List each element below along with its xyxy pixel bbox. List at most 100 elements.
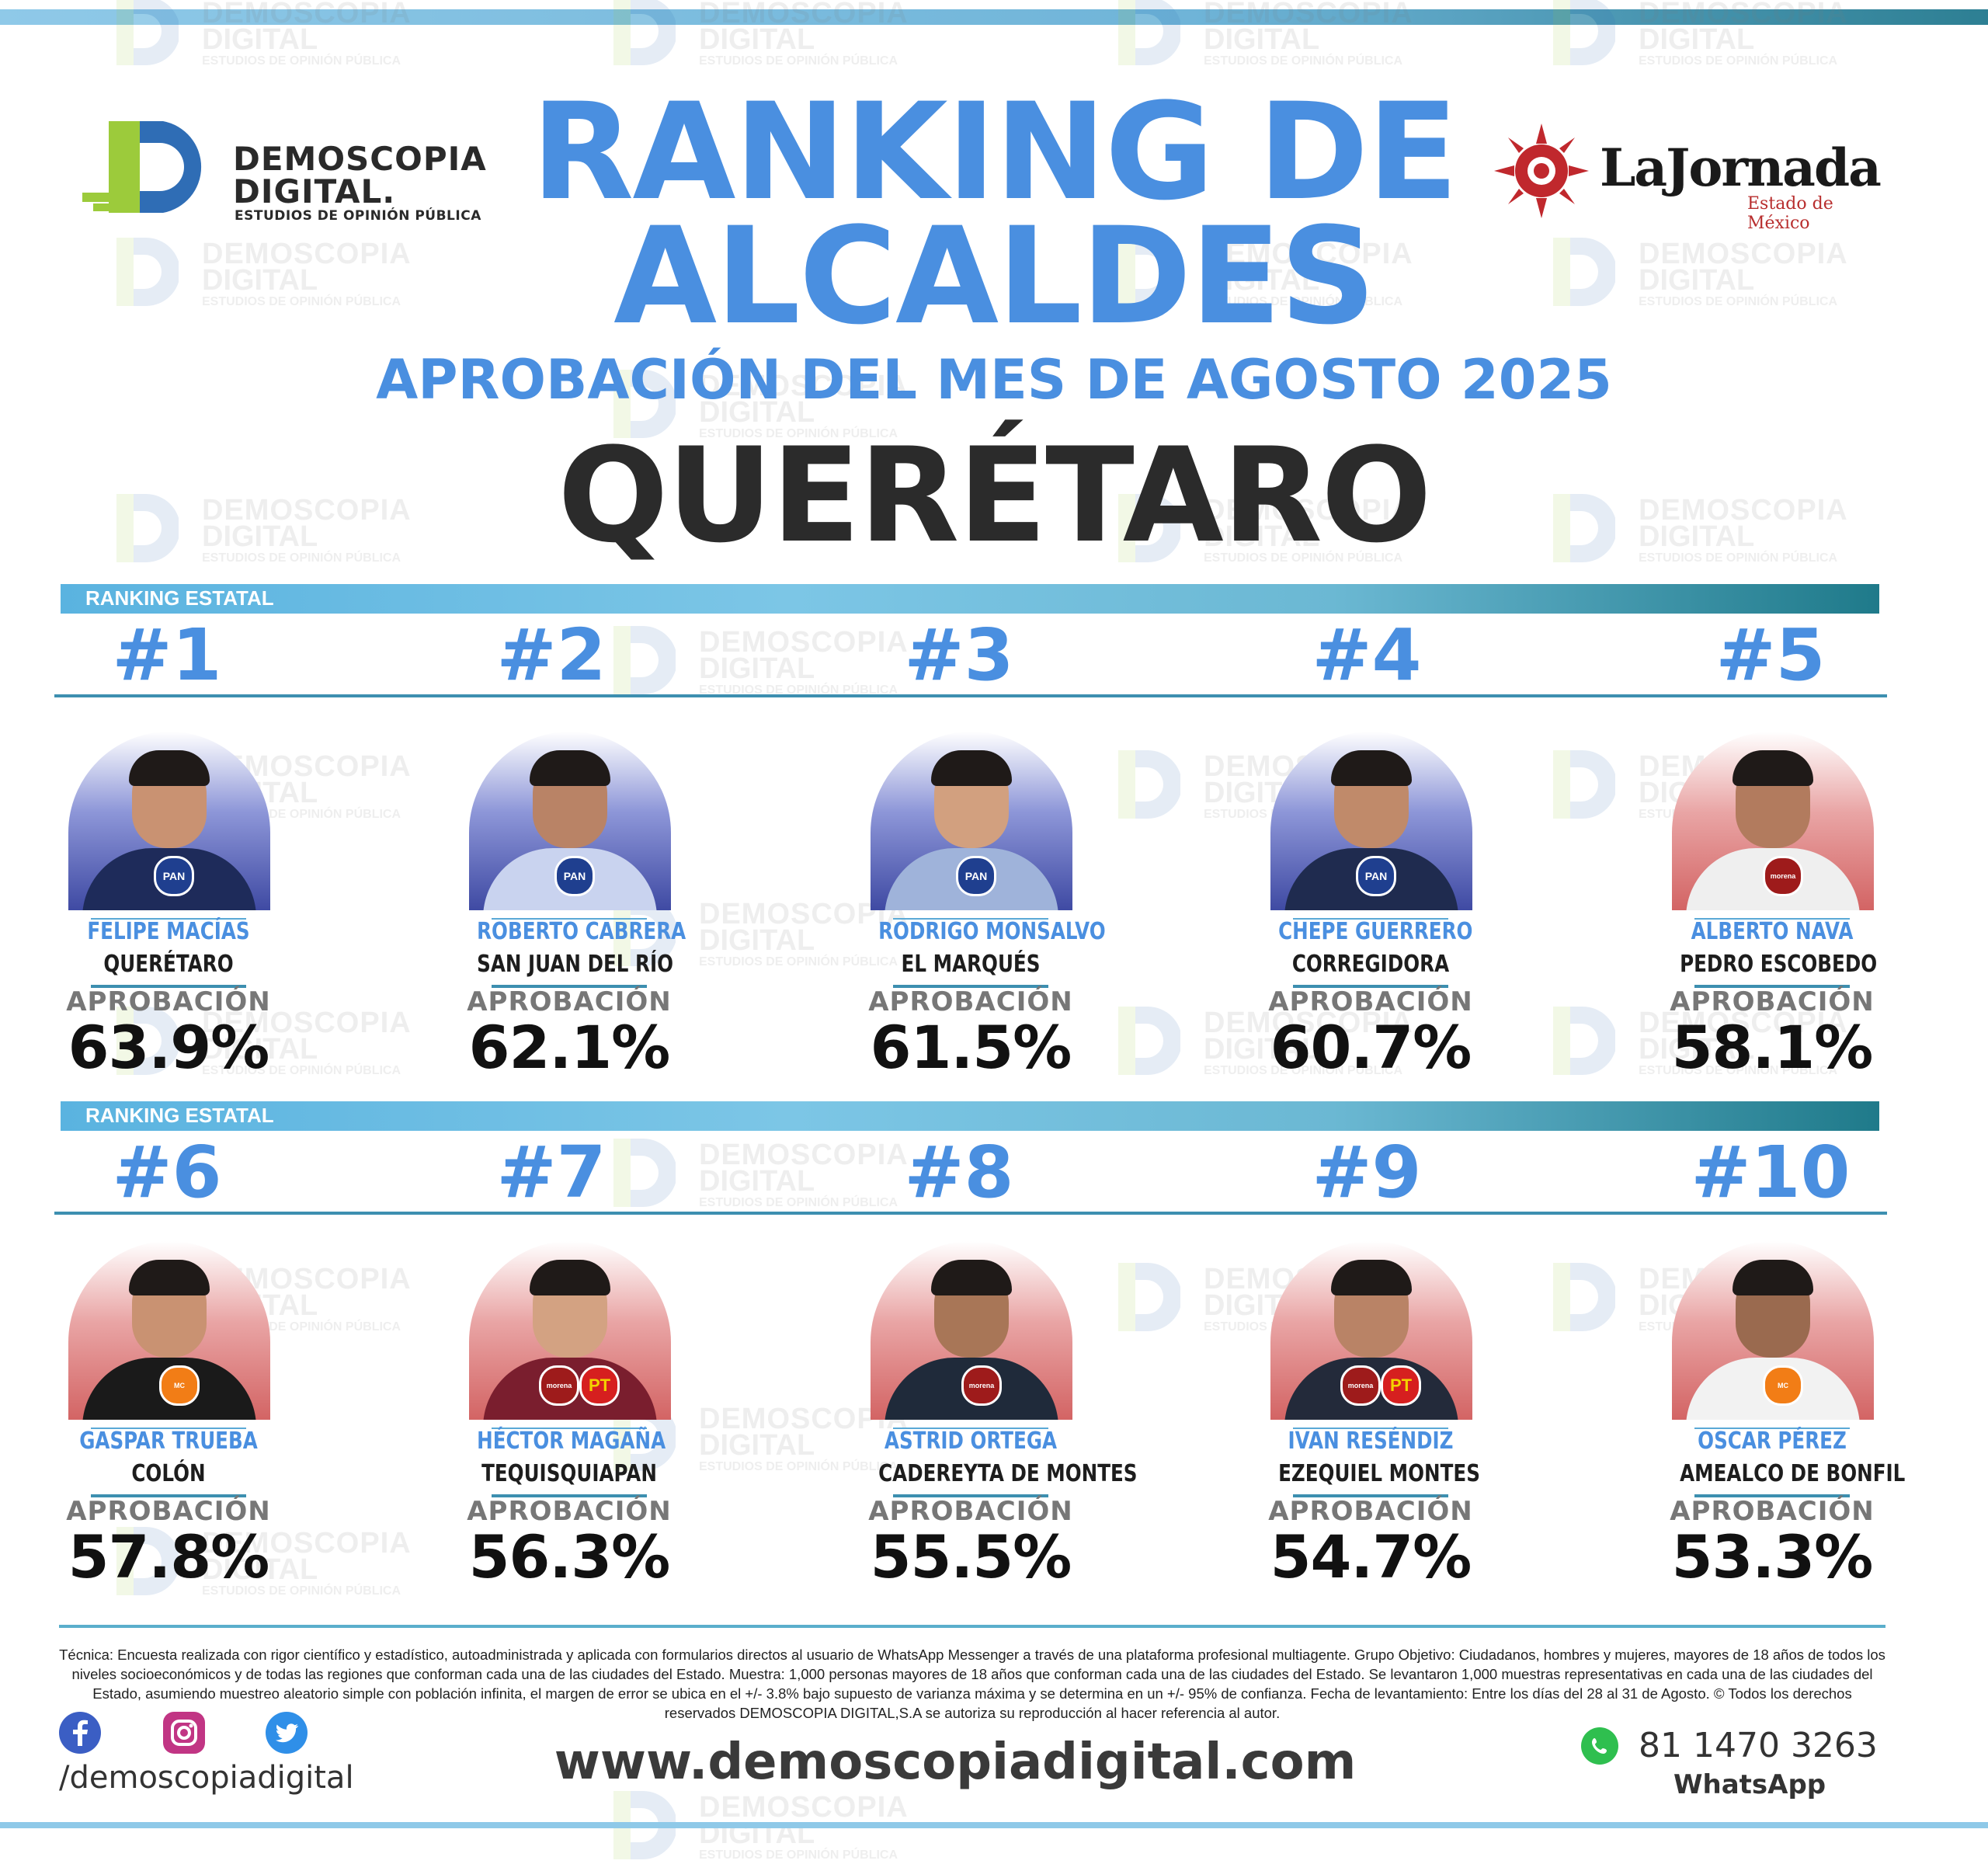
city-underline	[492, 1494, 647, 1497]
approval-label: APROBACIÓN	[467, 986, 672, 1017]
city-underline	[893, 985, 1048, 988]
website-link[interactable]: www.demoscopiadigital.com	[554, 1734, 1357, 1791]
candidate-hair	[931, 1260, 1012, 1295]
logo-name-line1: DEMOSCOPIA	[233, 140, 487, 178]
candidate-municipality: TEQUISQUIAPAN	[481, 1460, 657, 1487]
candidate-card: morena ALBERTO NAVA PEDRO ESCOBEDO APROBACI…	[1660, 732, 1885, 1097]
rank-number: #7	[496, 1131, 606, 1214]
name-underline	[91, 1428, 246, 1429]
title-line2: ALCALDES	[613, 198, 1376, 354]
ranking-strip-1: RANKING ESTATAL	[61, 584, 1879, 614]
watermark-line2: DIGITAL	[699, 924, 815, 957]
candidate-name: CHEPE GUERRERO	[1278, 918, 1473, 945]
subtitle: APROBACIÓN DEL MES DE AGOSTO 2025	[376, 348, 1612, 412]
candidate-hair	[129, 750, 210, 786]
watermark-line2: DIGITAL	[202, 23, 318, 56]
watermark-line3: ESTUDIOS DE OPINIÓN PÚBLICA	[1204, 54, 1403, 68]
candidate-municipality: EL MARQUÉS	[901, 951, 1041, 978]
candidate-municipality: EZEQUIEL MONTES	[1278, 1460, 1480, 1487]
party-badge-morena: morena	[1340, 1365, 1381, 1406]
party-badge-mc: MC	[1763, 1365, 1803, 1406]
candidate-photo: morena	[871, 1241, 1072, 1420]
party-badge-mc: MC	[159, 1365, 200, 1406]
city-underline	[492, 985, 647, 988]
social-handle[interactable]: /demoscopiadigital	[59, 1760, 354, 1796]
candidate-photo: PAN	[871, 732, 1072, 910]
watermark-line3: ESTUDIOS DE OPINIÓN PÚBLICA	[699, 1848, 898, 1862]
sun-icon	[1494, 123, 1589, 218]
rank-underline-1	[54, 694, 1887, 697]
demoscopia-d-icon	[1118, 1007, 1180, 1075]
party-badge-morena: morena	[961, 1365, 1002, 1406]
party-badge-morena: morena	[539, 1365, 579, 1406]
approval-label: APROBACIÓN	[868, 1496, 1073, 1527]
watermark-line2: DIGITAL	[1204, 23, 1320, 56]
candidate-name: IVAN RESÉNDIZ	[1288, 1428, 1454, 1455]
lajornada-name: LaJornada	[1600, 137, 1882, 198]
party-badge-pan: PAN	[1356, 856, 1396, 896]
approval-label: APROBACIÓN	[1670, 1496, 1875, 1527]
rank-number: #5	[1715, 614, 1826, 697]
candidate-card: MC OSCAR PÉREZ AMEALCO DE BONFIL APROBACIÓN…	[1660, 1241, 1905, 1606]
candidate-municipality: PEDRO ESCOBEDO	[1680, 951, 1878, 978]
approval-label: APROBACIÓN	[1670, 986, 1875, 1017]
demoscopia-logo: DEMOSCOPIA DIGITAL. ESTUDIOS DE OPINIÓN …	[78, 116, 486, 224]
city-underline	[893, 1494, 1048, 1497]
approval-percentage: 54.7%	[1270, 1522, 1472, 1591]
candidate-municipality: SAN JUAN DEL RÍO	[477, 951, 674, 978]
candidate-hair	[530, 750, 610, 786]
candidate-hair	[931, 750, 1012, 786]
rank-number: #6	[112, 1131, 222, 1214]
candidate-name: FELIPE MACÍAS	[87, 918, 250, 945]
rank-number: #4	[1312, 614, 1422, 697]
top-accent-bar	[0, 9, 1988, 25]
footer-divider	[59, 1625, 1885, 1628]
candidate-photo: morena PT	[1270, 1241, 1472, 1420]
watermark-line2: DIGITAL	[699, 652, 815, 685]
title-line1: RANKING DE	[530, 74, 1458, 230]
rank-number: #2	[496, 614, 606, 697]
watermark-line1: DEMOSCOPIA	[699, 1791, 909, 1824]
lajornada-logo: LaJornada Estado de México	[1491, 120, 1895, 233]
phone-number[interactable]: 81 1470 3263	[1639, 1726, 1878, 1765]
candidate-name: ASTRID ORTEGA	[884, 1428, 1058, 1455]
candidate-municipality: CORREGIDORA	[1291, 951, 1450, 978]
approval-percentage: 57.8%	[68, 1522, 270, 1591]
watermark-line2: DIGITAL	[699, 23, 815, 56]
twitter-icon[interactable]	[266, 1712, 308, 1754]
city-underline	[91, 985, 246, 988]
city-underline	[1694, 985, 1850, 988]
city-underline	[91, 1494, 246, 1497]
candidate-name: ROBERTO CABRERA	[477, 918, 686, 945]
watermark-line3: ESTUDIOS DE OPINIÓN PÚBLICA	[1639, 54, 1838, 68]
approval-percentage: 60.7%	[1270, 1013, 1472, 1082]
strip-label: RANKING ESTATAL	[85, 1104, 274, 1127]
name-underline	[1694, 1428, 1850, 1429]
party-badge-pan: PAN	[956, 856, 996, 896]
party-badge-pt: PT	[579, 1365, 620, 1406]
whatsapp-icon	[1581, 1727, 1618, 1765]
technical-note: Técnica: Encuesta realizada con rigor ci…	[59, 1647, 1885, 1721]
candidate-hair	[129, 1260, 210, 1295]
logo-tagline: ESTUDIOS DE OPINIÓN PÚBLICA	[235, 208, 481, 224]
rank-number: #10	[1691, 1131, 1851, 1214]
name-underline	[1293, 918, 1448, 920]
instagram-icon[interactable]	[163, 1712, 205, 1754]
candidate-hair	[1733, 1260, 1813, 1295]
demoscopia-d-icon	[82, 121, 202, 213]
candidate-name: OSCAR PÉREZ	[1698, 1428, 1847, 1455]
name-underline	[492, 918, 647, 920]
candidate-municipality: CADEREYTA DE MONTES	[878, 1460, 1138, 1487]
party-badge-pan: PAN	[154, 856, 194, 896]
candidate-hair	[1733, 750, 1813, 786]
facebook-icon[interactable]	[59, 1712, 101, 1754]
approval-label: APROBACIÓN	[66, 1496, 271, 1527]
watermark-line3: ESTUDIOS DE OPINIÓN PÚBLICA	[202, 54, 401, 68]
approval-label: APROBACIÓN	[1268, 1496, 1473, 1527]
city-underline	[1293, 985, 1448, 988]
watermark-line3: ESTUDIOS DE OPINIÓN PÚBLICA	[699, 54, 898, 68]
bottom-accent-bar	[0, 1822, 1988, 1828]
candidate-name: ALBERTO NAVA	[1691, 918, 1854, 945]
approval-percentage: 61.5%	[870, 1013, 1072, 1082]
approval-label: APROBACIÓN	[1268, 986, 1473, 1017]
